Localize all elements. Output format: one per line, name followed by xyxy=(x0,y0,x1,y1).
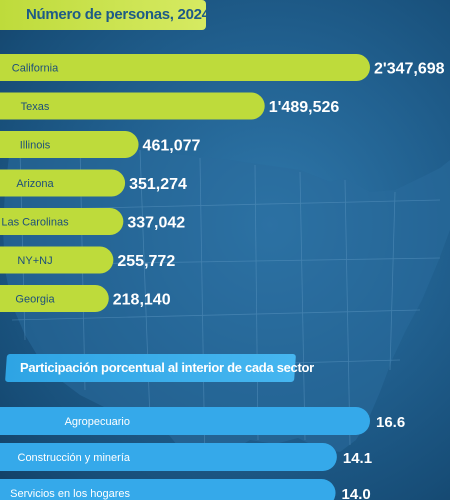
chart-title-sector-share: Participación porcentual al interior de … xyxy=(5,354,314,382)
value-label-people-0: 2'347,698 xyxy=(374,61,445,78)
category-label-sector-2: Servicios en los hogares xyxy=(10,488,130,500)
bar-people-4 xyxy=(0,208,124,235)
value-label-sector-1: 14.1 xyxy=(343,450,372,467)
bar-people-5 xyxy=(0,246,114,274)
category-label-people-0: California xyxy=(12,63,59,75)
bar-people-1 xyxy=(0,92,265,120)
bar-sector-1 xyxy=(0,443,337,472)
category-label-people-3: Arizona xyxy=(16,178,54,190)
category-label-sector-0: Agropecuario xyxy=(65,416,130,428)
chart-title-sector-share-text: Participación porcentual al interior de … xyxy=(20,360,314,375)
bar-people-3 xyxy=(0,169,126,197)
bar-people-0 xyxy=(0,54,370,81)
value-label-people-4: 337,042 xyxy=(127,215,185,232)
value-label-people-3: 351,274 xyxy=(129,176,187,193)
chart-title-people: Número de personas, 2024 xyxy=(0,0,210,30)
category-label-people-5: NY+NJ xyxy=(17,255,52,267)
value-label-sector-0: 16.6 xyxy=(376,414,405,431)
value-label-people-5: 255,772 xyxy=(117,253,175,270)
bar-people-6 xyxy=(0,285,109,312)
category-label-people-4: Las Carolinas xyxy=(1,217,69,229)
bar-people-2 xyxy=(0,131,139,158)
value-label-people-6: 218,140 xyxy=(113,292,171,309)
value-label-people-2: 461,077 xyxy=(143,138,201,155)
category-label-people-2: Illinois xyxy=(20,140,51,152)
value-label-people-1: 1'489,526 xyxy=(269,99,340,116)
value-label-sector-2: 14.0 xyxy=(342,486,371,500)
category-label-people-6: Georgia xyxy=(15,294,55,306)
category-label-sector-1: Construcción y minería xyxy=(18,452,131,464)
bar-sector-2 xyxy=(0,479,336,500)
category-label-people-1: Texas xyxy=(21,101,50,113)
bar-sector-0 xyxy=(0,407,370,435)
